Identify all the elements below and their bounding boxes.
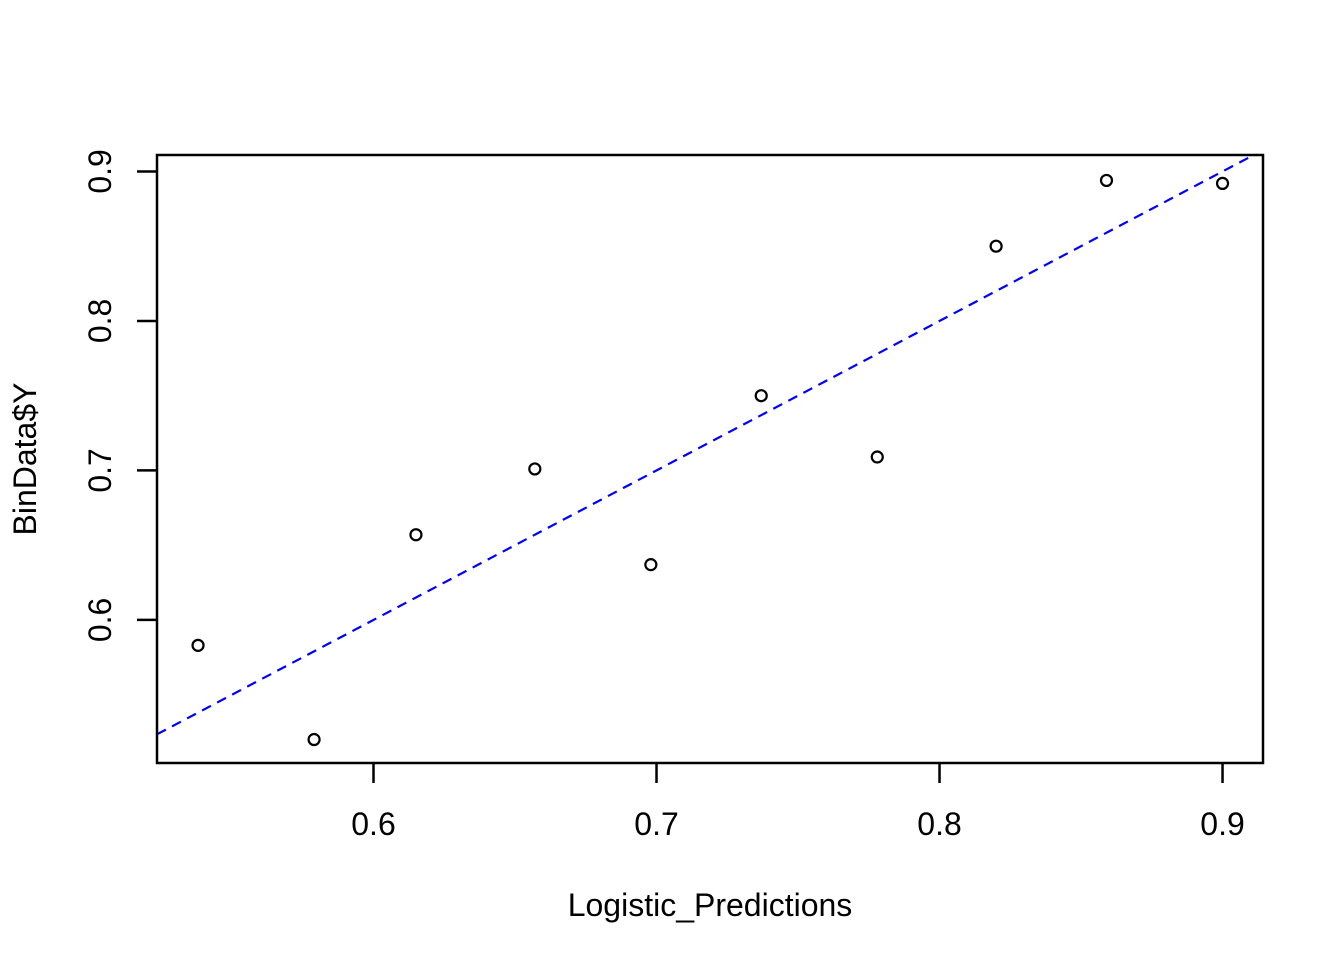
y-axis-title: BinData$Y <box>7 383 43 536</box>
reference-line-layer <box>157 155 1257 736</box>
axes-layer: 0.6 0.7 0.8 0.9 0.6 0.7 0.8 0.9 <box>82 149 1265 842</box>
points-layer <box>191 173 1230 747</box>
x-axis-tick-label: 0.8 <box>917 806 961 842</box>
data-point <box>409 528 423 542</box>
data-point <box>754 389 768 403</box>
plot-box <box>155 153 1265 765</box>
data-point <box>307 732 321 747</box>
data-point <box>989 239 1003 253</box>
data-point <box>528 462 542 476</box>
y-axis-tick-label: 0.7 <box>82 448 118 492</box>
y-axis-tick-label: 0.8 <box>82 299 118 343</box>
data-point <box>644 558 658 572</box>
x-axis-tick-label: 0.7 <box>634 806 678 842</box>
y-axis-tick-label: 0.6 <box>82 598 118 642</box>
x-axis-tick-label: 0.6 <box>351 806 395 842</box>
x-axis-tick-label: 0.9 <box>1200 806 1244 842</box>
identity-line <box>157 155 1257 736</box>
data-point <box>191 638 205 652</box>
y-axis-tick-label: 0.9 <box>82 149 118 193</box>
data-point <box>1215 176 1230 191</box>
x-axis-title: Logistic_Predictions <box>568 887 853 923</box>
data-point <box>870 450 884 464</box>
data-point <box>1099 173 1114 188</box>
